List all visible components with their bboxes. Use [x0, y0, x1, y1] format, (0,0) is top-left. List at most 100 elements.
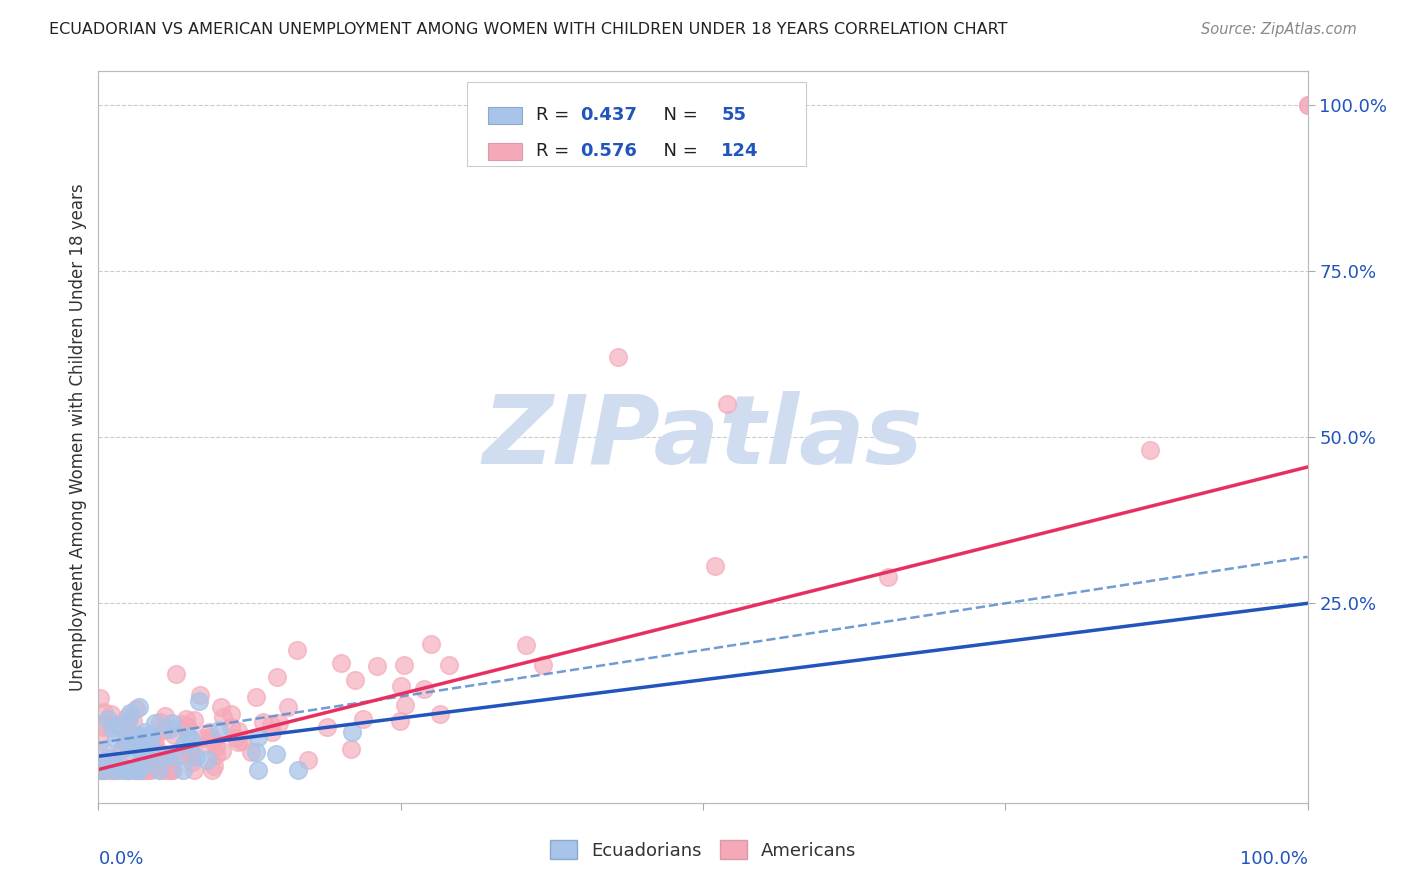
Point [212, 710, 235, 724]
Point [91, 763, 114, 777]
Text: ZIPatlas: ZIPatlas [482, 391, 924, 483]
Point [120, 706, 142, 721]
Point [97, 751, 120, 765]
FancyBboxPatch shape [488, 106, 522, 124]
Point [104, 762, 127, 776]
Point [339, 742, 361, 756]
Point [159, 722, 181, 736]
Point [136, 754, 159, 768]
Point [165, 666, 187, 681]
Point [201, 733, 224, 747]
Text: R =: R = [536, 106, 575, 124]
Point [89, 763, 111, 777]
Point [188, 689, 211, 703]
Point [103, 763, 125, 777]
Point [139, 763, 162, 777]
Point [183, 713, 205, 727]
Point [190, 731, 212, 745]
Point [183, 763, 205, 777]
Point [208, 723, 231, 738]
Point [266, 747, 288, 761]
Point [89, 761, 111, 775]
Legend: Ecuadorians, Americans: Ecuadorians, Americans [543, 832, 863, 867]
Point [142, 746, 165, 760]
Point [150, 746, 173, 760]
Point [162, 763, 184, 777]
Point [131, 763, 153, 777]
Point [124, 763, 146, 777]
Point [157, 763, 180, 777]
Point [101, 763, 124, 777]
Point [149, 763, 172, 777]
Point [129, 763, 152, 777]
Point [100, 721, 122, 735]
Point [124, 702, 146, 716]
Point [287, 763, 309, 777]
Point [174, 712, 197, 726]
Point [125, 731, 148, 746]
Point [389, 679, 412, 693]
Point [201, 763, 224, 777]
Point [180, 731, 202, 746]
Point [108, 758, 131, 772]
Text: 0.0%: 0.0% [98, 850, 143, 868]
Point [344, 673, 367, 688]
Point [245, 745, 267, 759]
Point [100, 706, 122, 721]
Point [135, 763, 157, 777]
Point [143, 735, 166, 749]
Text: R =: R = [536, 142, 575, 161]
Point [115, 735, 138, 749]
Point [142, 738, 165, 752]
Text: N =: N = [652, 106, 704, 124]
Point [101, 756, 124, 770]
Point [716, 397, 738, 411]
Point [172, 763, 194, 777]
Point [515, 638, 537, 652]
Point [1296, 97, 1319, 112]
Point [110, 763, 132, 777]
Point [352, 712, 374, 726]
Point [103, 717, 125, 731]
Point [153, 763, 176, 777]
Point [163, 728, 186, 742]
Point [195, 753, 218, 767]
Point [136, 735, 159, 749]
Point [117, 763, 139, 777]
Point [180, 747, 202, 762]
Point [104, 731, 127, 746]
Point [231, 733, 253, 747]
Point [89, 734, 111, 748]
Point [87, 763, 110, 777]
Point [173, 720, 195, 734]
Point [219, 707, 242, 722]
Point [103, 756, 125, 770]
Point [200, 730, 222, 744]
Point [131, 743, 153, 757]
Point [155, 748, 177, 763]
Point [260, 718, 283, 732]
Point [153, 723, 176, 737]
Point [246, 763, 269, 777]
Point [91, 763, 114, 777]
Point [110, 756, 132, 771]
Point [148, 763, 170, 777]
Point [134, 724, 156, 739]
Point [153, 723, 176, 737]
Point [117, 763, 139, 777]
Point [170, 747, 193, 762]
Point [135, 763, 157, 777]
Point [105, 763, 128, 777]
Text: ECUADORIAN VS AMERICAN UNEMPLOYMENT AMONG WOMEN WITH CHILDREN UNDER 18 YEARS COR: ECUADORIAN VS AMERICAN UNEMPLOYMENT AMON… [49, 22, 1008, 37]
Point [877, 570, 900, 584]
Point [118, 763, 141, 777]
Point [202, 759, 225, 773]
Point [179, 746, 201, 760]
Point [94, 763, 117, 777]
Point [160, 715, 183, 730]
Point [330, 656, 353, 670]
Point [94, 716, 117, 731]
Point [287, 642, 309, 657]
Point [176, 721, 198, 735]
Point [108, 718, 131, 732]
